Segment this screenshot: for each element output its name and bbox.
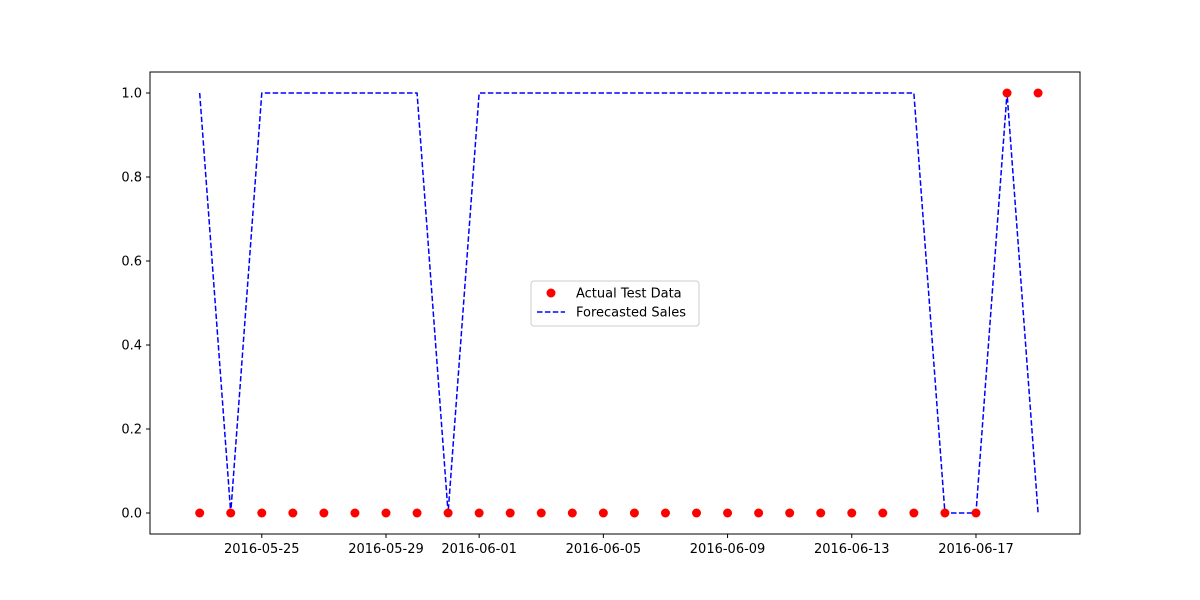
actual-point	[474, 508, 484, 518]
x-tick-label: 2016-05-25	[224, 542, 300, 557]
legend-label-actual: Actual Test Data	[576, 287, 682, 302]
y-tick-label: 0.0	[121, 507, 142, 522]
actual-point	[412, 508, 422, 518]
actual-point	[319, 508, 329, 518]
actual-point	[754, 508, 764, 518]
y-tick-label: 1.0	[121, 87, 142, 102]
actual-point	[878, 508, 888, 518]
legend-box	[530, 280, 700, 327]
actual-point	[505, 508, 515, 518]
actual-point	[257, 508, 267, 518]
actual-point	[288, 508, 298, 518]
x-tick-label: 2016-06-13	[814, 542, 890, 557]
actual-point	[195, 508, 205, 518]
y-tick-label: 0.8	[121, 171, 142, 186]
x-tick-label: 2016-06-17	[938, 542, 1014, 557]
x-tick-label: 2016-06-09	[690, 542, 766, 557]
actual-point	[567, 508, 577, 518]
actual-point	[660, 508, 670, 518]
y-tick-label: 0.6	[121, 255, 142, 270]
forecast-line	[198, 92, 1039, 514]
x-tick-label: 2016-05-29	[348, 542, 424, 557]
legend-label-forecast: Forecasted Sales	[576, 306, 686, 321]
actual-point	[1002, 88, 1012, 98]
y-tick-label: 0.2	[121, 423, 142, 438]
actual-point	[598, 508, 608, 518]
actual-point	[785, 508, 795, 518]
actual-point	[971, 508, 981, 518]
actual-point	[381, 508, 391, 518]
actual-point	[940, 508, 950, 518]
actual-point	[816, 508, 826, 518]
actual-point	[629, 508, 639, 518]
actual-point	[1033, 88, 1043, 98]
legend: Actual Test Data Forecasted Sales	[530, 280, 700, 327]
series-layer	[195, 88, 1043, 518]
actual-point	[723, 508, 733, 518]
actual-point	[350, 508, 360, 518]
actual-point	[692, 508, 702, 518]
legend-marker-actual	[546, 288, 556, 298]
x-tick-label: 2016-06-01	[441, 542, 517, 557]
x-tick-label: 2016-06-05	[566, 542, 642, 557]
actual-point	[536, 508, 546, 518]
actual-point	[909, 508, 919, 518]
y-axis: 0.0 0.2 0.4 0.6 0.8 1.0	[121, 87, 150, 522]
plot-frame	[149, 71, 1081, 535]
actual-point	[226, 508, 236, 518]
actual-point	[847, 508, 857, 518]
y-tick-label: 0.4	[121, 339, 142, 354]
x-axis: 2016-05-25 2016-05-29 2016-06-01 2016-06-05…	[224, 534, 1014, 557]
actual-point	[443, 508, 453, 518]
